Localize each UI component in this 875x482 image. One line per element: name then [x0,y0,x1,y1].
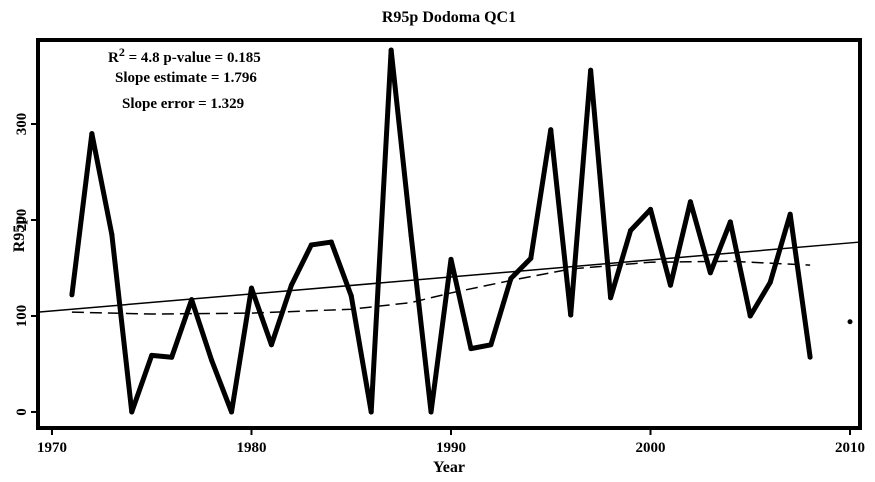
data-point [648,206,654,212]
data-point [787,211,793,217]
data-point [707,270,713,276]
data-point [89,131,95,137]
y-tick-label: 300 [14,113,30,136]
series-line [37,241,861,313]
data-point [747,313,753,319]
r-rest: = 4.8 p-value = 0.185 [125,50,261,66]
slope-label: Slope estimate = 1.796 [115,70,257,86]
data-point [588,67,594,73]
y-tick-label: 100 [14,305,30,328]
data-point [69,292,75,298]
data-point [109,231,115,237]
y-tick-label: 0 [14,408,30,416]
r-base: R [108,50,119,66]
data-point [428,409,434,415]
y-tick-label: 200 [14,209,30,232]
series-line [71,260,811,315]
data-point [348,293,354,299]
slope-error-label: Slope error = 1.329 [122,96,244,112]
x-tick-label: 1980 [236,440,266,456]
data-point [807,354,813,360]
y-axis-label: R95p [11,216,28,253]
data-point [568,312,574,318]
chart-title: R95p Dodoma QC1 [382,9,516,26]
data-point [268,342,274,348]
data-point [388,47,394,53]
data-point [608,295,614,301]
data-point [368,409,374,415]
data-point [468,346,474,352]
x-tick-label: 1970 [37,440,67,456]
data-point [488,342,494,348]
data-point [308,242,314,248]
x-tick-label: 2010 [835,440,865,456]
plot-frame [36,38,862,430]
data-point [687,199,693,205]
data-point [628,228,634,234]
data-point [129,409,135,415]
data-point [448,256,454,262]
x-axis-label: Year [433,459,465,476]
r-sup: 2 [119,45,125,59]
r-squared-label: R2 = 4.8 p-value = 0.185 [108,45,261,66]
data-point [408,232,414,238]
data-point [847,319,853,325]
data-point [229,409,235,415]
data-point [767,279,773,285]
data-point [667,282,673,288]
data-point [248,285,254,291]
data-point [328,239,334,245]
data-point [727,219,733,225]
data-point [528,255,534,261]
data-point [209,357,215,363]
data-point [169,354,175,360]
x-tick-label: 1990 [436,440,466,456]
x-tick-label: 2000 [636,440,666,456]
data-point [548,127,554,133]
data-point [288,282,294,288]
data-point [149,352,155,358]
